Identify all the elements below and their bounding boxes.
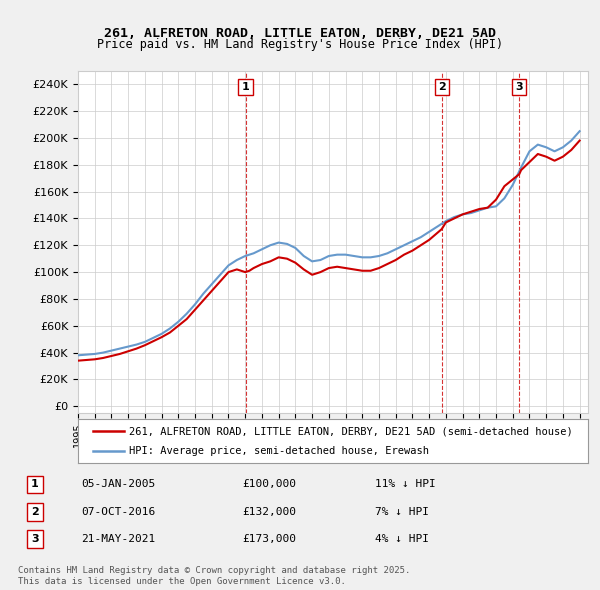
Text: 261, ALFRETON ROAD, LITTLE EATON, DERBY, DE21 5AD (semi-detached house): 261, ALFRETON ROAD, LITTLE EATON, DERBY,…: [129, 427, 573, 436]
Text: £100,000: £100,000: [242, 480, 296, 490]
Text: 1: 1: [242, 82, 250, 92]
Text: 261, ALFRETON ROAD, LITTLE EATON, DERBY, DE21 5AD: 261, ALFRETON ROAD, LITTLE EATON, DERBY,…: [104, 27, 496, 40]
Text: £132,000: £132,000: [242, 507, 296, 517]
Text: 7% ↓ HPI: 7% ↓ HPI: [375, 507, 429, 517]
Text: Price paid vs. HM Land Registry's House Price Index (HPI): Price paid vs. HM Land Registry's House …: [97, 38, 503, 51]
Text: HPI: Average price, semi-detached house, Erewash: HPI: Average price, semi-detached house,…: [129, 446, 429, 455]
Text: 21-MAY-2021: 21-MAY-2021: [81, 534, 155, 544]
Text: £173,000: £173,000: [242, 534, 296, 544]
Text: 11% ↓ HPI: 11% ↓ HPI: [375, 480, 436, 490]
Text: 3: 3: [515, 82, 523, 92]
Text: 1: 1: [31, 480, 39, 490]
Text: 2: 2: [438, 82, 446, 92]
Text: 05-JAN-2005: 05-JAN-2005: [81, 480, 155, 490]
Text: 2: 2: [31, 507, 39, 517]
Text: 4% ↓ HPI: 4% ↓ HPI: [375, 534, 429, 544]
Text: 3: 3: [31, 534, 39, 544]
Text: 07-OCT-2016: 07-OCT-2016: [81, 507, 155, 517]
Text: Contains HM Land Registry data © Crown copyright and database right 2025.
This d: Contains HM Land Registry data © Crown c…: [18, 566, 410, 586]
